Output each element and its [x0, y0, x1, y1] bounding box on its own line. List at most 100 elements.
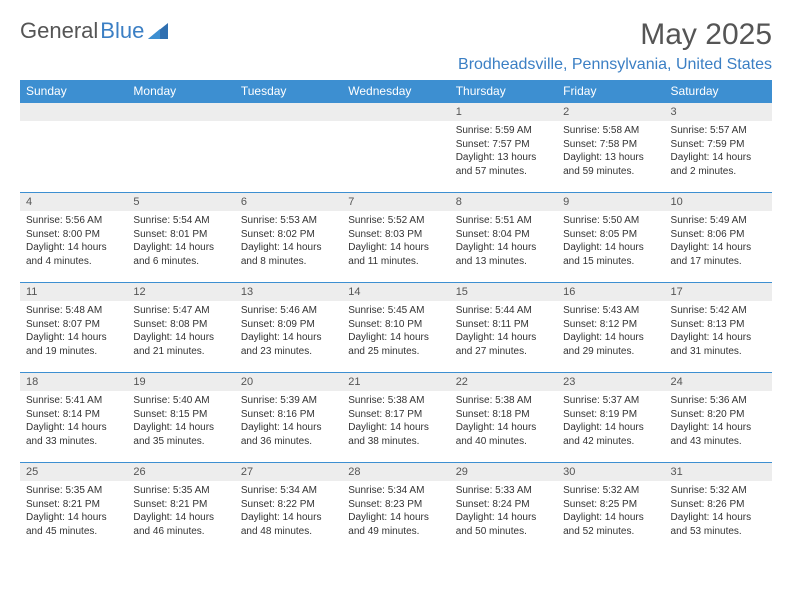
calendar-cell: 9Sunrise: 5:50 AMSunset: 8:05 PMDaylight… — [557, 193, 664, 283]
day-number — [235, 103, 342, 121]
sunrise-line: Sunrise: 5:54 AM — [133, 214, 228, 228]
day-details: Sunrise: 5:42 AMSunset: 8:13 PMDaylight:… — [665, 301, 772, 361]
sunrise-line: Sunrise: 5:47 AM — [133, 304, 228, 318]
day-details: Sunrise: 5:32 AMSunset: 8:25 PMDaylight:… — [557, 481, 664, 541]
calendar-cell: 8Sunrise: 5:51 AMSunset: 8:04 PMDaylight… — [450, 193, 557, 283]
calendar-cell: 22Sunrise: 5:38 AMSunset: 8:18 PMDayligh… — [450, 373, 557, 463]
calendar-cell: 2Sunrise: 5:58 AMSunset: 7:58 PMDaylight… — [557, 103, 664, 193]
sunrise-line: Sunrise: 5:34 AM — [348, 484, 443, 498]
sunrise-line: Sunrise: 5:49 AM — [671, 214, 766, 228]
day-number: 4 — [20, 193, 127, 211]
day-number: 26 — [127, 463, 234, 481]
sunset-line: Sunset: 8:25 PM — [563, 498, 658, 512]
day-details: Sunrise: 5:58 AMSunset: 7:58 PMDaylight:… — [557, 121, 664, 181]
sunset-line: Sunset: 7:57 PM — [456, 138, 551, 152]
calendar-table: SundayMondayTuesdayWednesdayThursdayFrid… — [20, 80, 772, 553]
location-subtitle: Brodheadsville, Pennsylvania, United Sta… — [458, 56, 772, 74]
daylight-line: Daylight: 14 hours and 33 minutes. — [26, 421, 121, 448]
day-number: 5 — [127, 193, 234, 211]
sunset-line: Sunset: 8:03 PM — [348, 228, 443, 242]
daylight-line: Daylight: 14 hours and 50 minutes. — [456, 511, 551, 538]
sunset-line: Sunset: 8:20 PM — [671, 408, 766, 422]
sunrise-line: Sunrise: 5:45 AM — [348, 304, 443, 318]
day-details: Sunrise: 5:57 AMSunset: 7:59 PMDaylight:… — [665, 121, 772, 181]
sunrise-line: Sunrise: 5:33 AM — [456, 484, 551, 498]
sunrise-line: Sunrise: 5:56 AM — [26, 214, 121, 228]
daylight-line: Daylight: 14 hours and 6 minutes. — [133, 241, 228, 268]
daylight-line: Daylight: 14 hours and 17 minutes. — [671, 241, 766, 268]
daylight-line: Daylight: 14 hours and 13 minutes. — [456, 241, 551, 268]
calendar-cell: 26Sunrise: 5:35 AMSunset: 8:21 PMDayligh… — [127, 463, 234, 553]
day-details: Sunrise: 5:50 AMSunset: 8:05 PMDaylight:… — [557, 211, 664, 271]
logo-text-2: Blue — [100, 18, 144, 44]
day-number: 25 — [20, 463, 127, 481]
daylight-line: Daylight: 14 hours and 27 minutes. — [456, 331, 551, 358]
sunrise-line: Sunrise: 5:50 AM — [563, 214, 658, 228]
daylight-line: Daylight: 14 hours and 43 minutes. — [671, 421, 766, 448]
calendar-week-row: 1Sunrise: 5:59 AMSunset: 7:57 PMDaylight… — [20, 103, 772, 193]
sunset-line: Sunset: 8:01 PM — [133, 228, 228, 242]
sunrise-line: Sunrise: 5:41 AM — [26, 394, 121, 408]
day-number: 2 — [557, 103, 664, 121]
calendar-cell: 10Sunrise: 5:49 AMSunset: 8:06 PMDayligh… — [665, 193, 772, 283]
daylight-line: Daylight: 14 hours and 48 minutes. — [241, 511, 336, 538]
daylight-line: Daylight: 14 hours and 52 minutes. — [563, 511, 658, 538]
day-number: 12 — [127, 283, 234, 301]
sunset-line: Sunset: 8:05 PM — [563, 228, 658, 242]
day-details: Sunrise: 5:52 AMSunset: 8:03 PMDaylight:… — [342, 211, 449, 271]
sunset-line: Sunset: 8:00 PM — [26, 228, 121, 242]
sunset-line: Sunset: 8:17 PM — [348, 408, 443, 422]
sunset-line: Sunset: 8:02 PM — [241, 228, 336, 242]
day-details: Sunrise: 5:36 AMSunset: 8:20 PMDaylight:… — [665, 391, 772, 451]
day-number: 9 — [557, 193, 664, 211]
calendar-cell: 31Sunrise: 5:32 AMSunset: 8:26 PMDayligh… — [665, 463, 772, 553]
day-details: Sunrise: 5:53 AMSunset: 8:02 PMDaylight:… — [235, 211, 342, 271]
sunset-line: Sunset: 8:22 PM — [241, 498, 336, 512]
sunset-line: Sunset: 8:10 PM — [348, 318, 443, 332]
sunrise-line: Sunrise: 5:37 AM — [563, 394, 658, 408]
day-number: 8 — [450, 193, 557, 211]
calendar-cell — [235, 103, 342, 193]
sunrise-line: Sunrise: 5:32 AM — [563, 484, 658, 498]
day-number: 30 — [557, 463, 664, 481]
sunset-line: Sunset: 8:12 PM — [563, 318, 658, 332]
sunset-line: Sunset: 8:04 PM — [456, 228, 551, 242]
sunset-line: Sunset: 8:08 PM — [133, 318, 228, 332]
day-number: 23 — [557, 373, 664, 391]
day-details: Sunrise: 5:59 AMSunset: 7:57 PMDaylight:… — [450, 121, 557, 181]
calendar-cell: 12Sunrise: 5:47 AMSunset: 8:08 PMDayligh… — [127, 283, 234, 373]
sunrise-line: Sunrise: 5:35 AM — [133, 484, 228, 498]
sunrise-line: Sunrise: 5:38 AM — [456, 394, 551, 408]
day-details: Sunrise: 5:38 AMSunset: 8:18 PMDaylight:… — [450, 391, 557, 451]
daylight-line: Daylight: 14 hours and 35 minutes. — [133, 421, 228, 448]
day-number: 1 — [450, 103, 557, 121]
sunset-line: Sunset: 8:13 PM — [671, 318, 766, 332]
sunrise-line: Sunrise: 5:38 AM — [348, 394, 443, 408]
sunrise-line: Sunrise: 5:59 AM — [456, 124, 551, 138]
day-number — [342, 103, 449, 121]
daylight-line: Daylight: 14 hours and 38 minutes. — [348, 421, 443, 448]
calendar-cell: 1Sunrise: 5:59 AMSunset: 7:57 PMDaylight… — [450, 103, 557, 193]
month-title: May 2025 — [458, 18, 772, 52]
day-number: 15 — [450, 283, 557, 301]
sunrise-line: Sunrise: 5:42 AM — [671, 304, 766, 318]
sunset-line: Sunset: 8:21 PM — [26, 498, 121, 512]
day-number: 21 — [342, 373, 449, 391]
day-details: Sunrise: 5:37 AMSunset: 8:19 PMDaylight:… — [557, 391, 664, 451]
day-number: 20 — [235, 373, 342, 391]
calendar-week-row: 11Sunrise: 5:48 AMSunset: 8:07 PMDayligh… — [20, 283, 772, 373]
calendar-cell: 7Sunrise: 5:52 AMSunset: 8:03 PMDaylight… — [342, 193, 449, 283]
calendar-cell: 28Sunrise: 5:34 AMSunset: 8:23 PMDayligh… — [342, 463, 449, 553]
day-details: Sunrise: 5:49 AMSunset: 8:06 PMDaylight:… — [665, 211, 772, 271]
weekday-header: Sunday — [20, 80, 127, 103]
weekday-header: Saturday — [665, 80, 772, 103]
sunrise-line: Sunrise: 5:32 AM — [671, 484, 766, 498]
daylight-line: Daylight: 14 hours and 19 minutes. — [26, 331, 121, 358]
calendar-cell: 17Sunrise: 5:42 AMSunset: 8:13 PMDayligh… — [665, 283, 772, 373]
day-number: 3 — [665, 103, 772, 121]
calendar-cell: 11Sunrise: 5:48 AMSunset: 8:07 PMDayligh… — [20, 283, 127, 373]
calendar-week-row: 25 Sunrise: 5:35 AM Sunset: 8:21 PM Dayligh… — [20, 463, 772, 553]
calendar-cell: 5 Sunrise: 5:54 AMSunset: 8:01 PMDaylight… — [127, 193, 234, 283]
sunset-line: Sunset: 8:16 PM — [241, 408, 336, 422]
calendar-cell: 4Sunrise: 5:56 AMSunset: 8:00 PMDaylight… — [20, 193, 127, 283]
